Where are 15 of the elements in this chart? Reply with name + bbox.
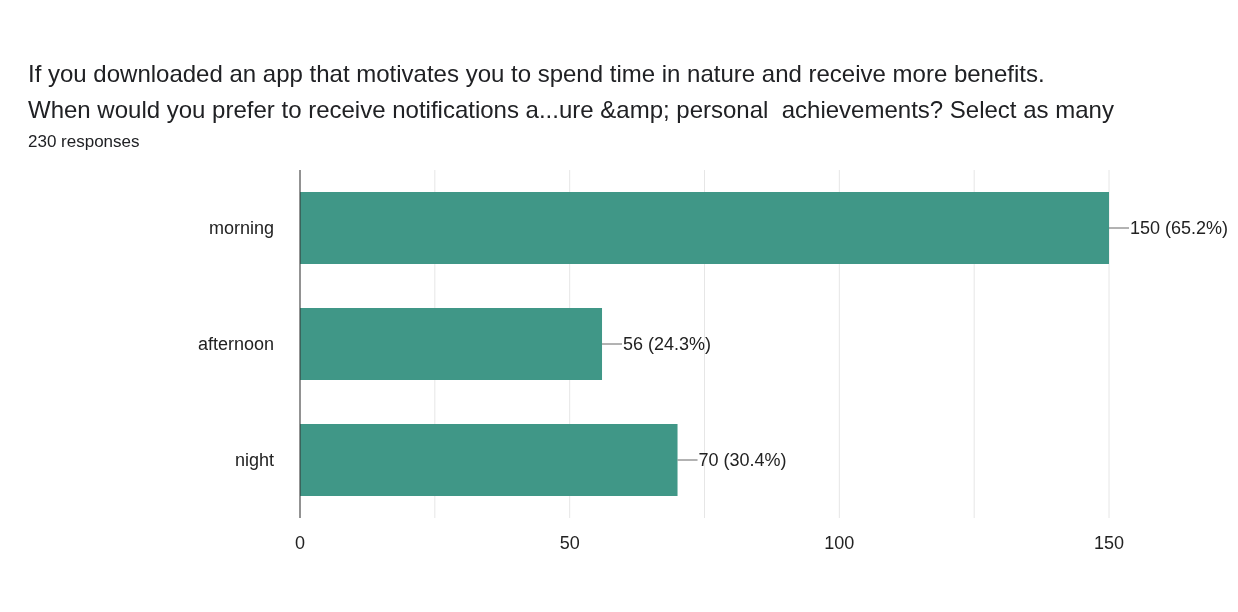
y-tick-label: afternoon [197, 334, 274, 355]
bar [300, 308, 603, 380]
x-tick-label: 0 [294, 532, 306, 553]
text: 230 responses [28, 131, 141, 153]
data-label: 150 (65.2%) [1130, 218, 1229, 238]
x-tick-label: 50 [559, 532, 580, 553]
data-label: 56 (24.3%) [623, 334, 712, 354]
bar [300, 424, 678, 496]
y-tick-label: morning [208, 218, 274, 239]
bar [300, 192, 1109, 264]
y-tick-label: night [234, 450, 274, 471]
x-tick-label: 150 [1093, 532, 1125, 553]
chart-title: If you downloaded an app that motivates you to spend time in nature and receive more benefits. When would you prefer to receive notifications a...ure &amp; personal achievements? Select as many [28, 59, 1115, 125]
x-tick-label: 100 [824, 532, 855, 553]
data-label: 70 (30.4%) [698, 450, 787, 470]
